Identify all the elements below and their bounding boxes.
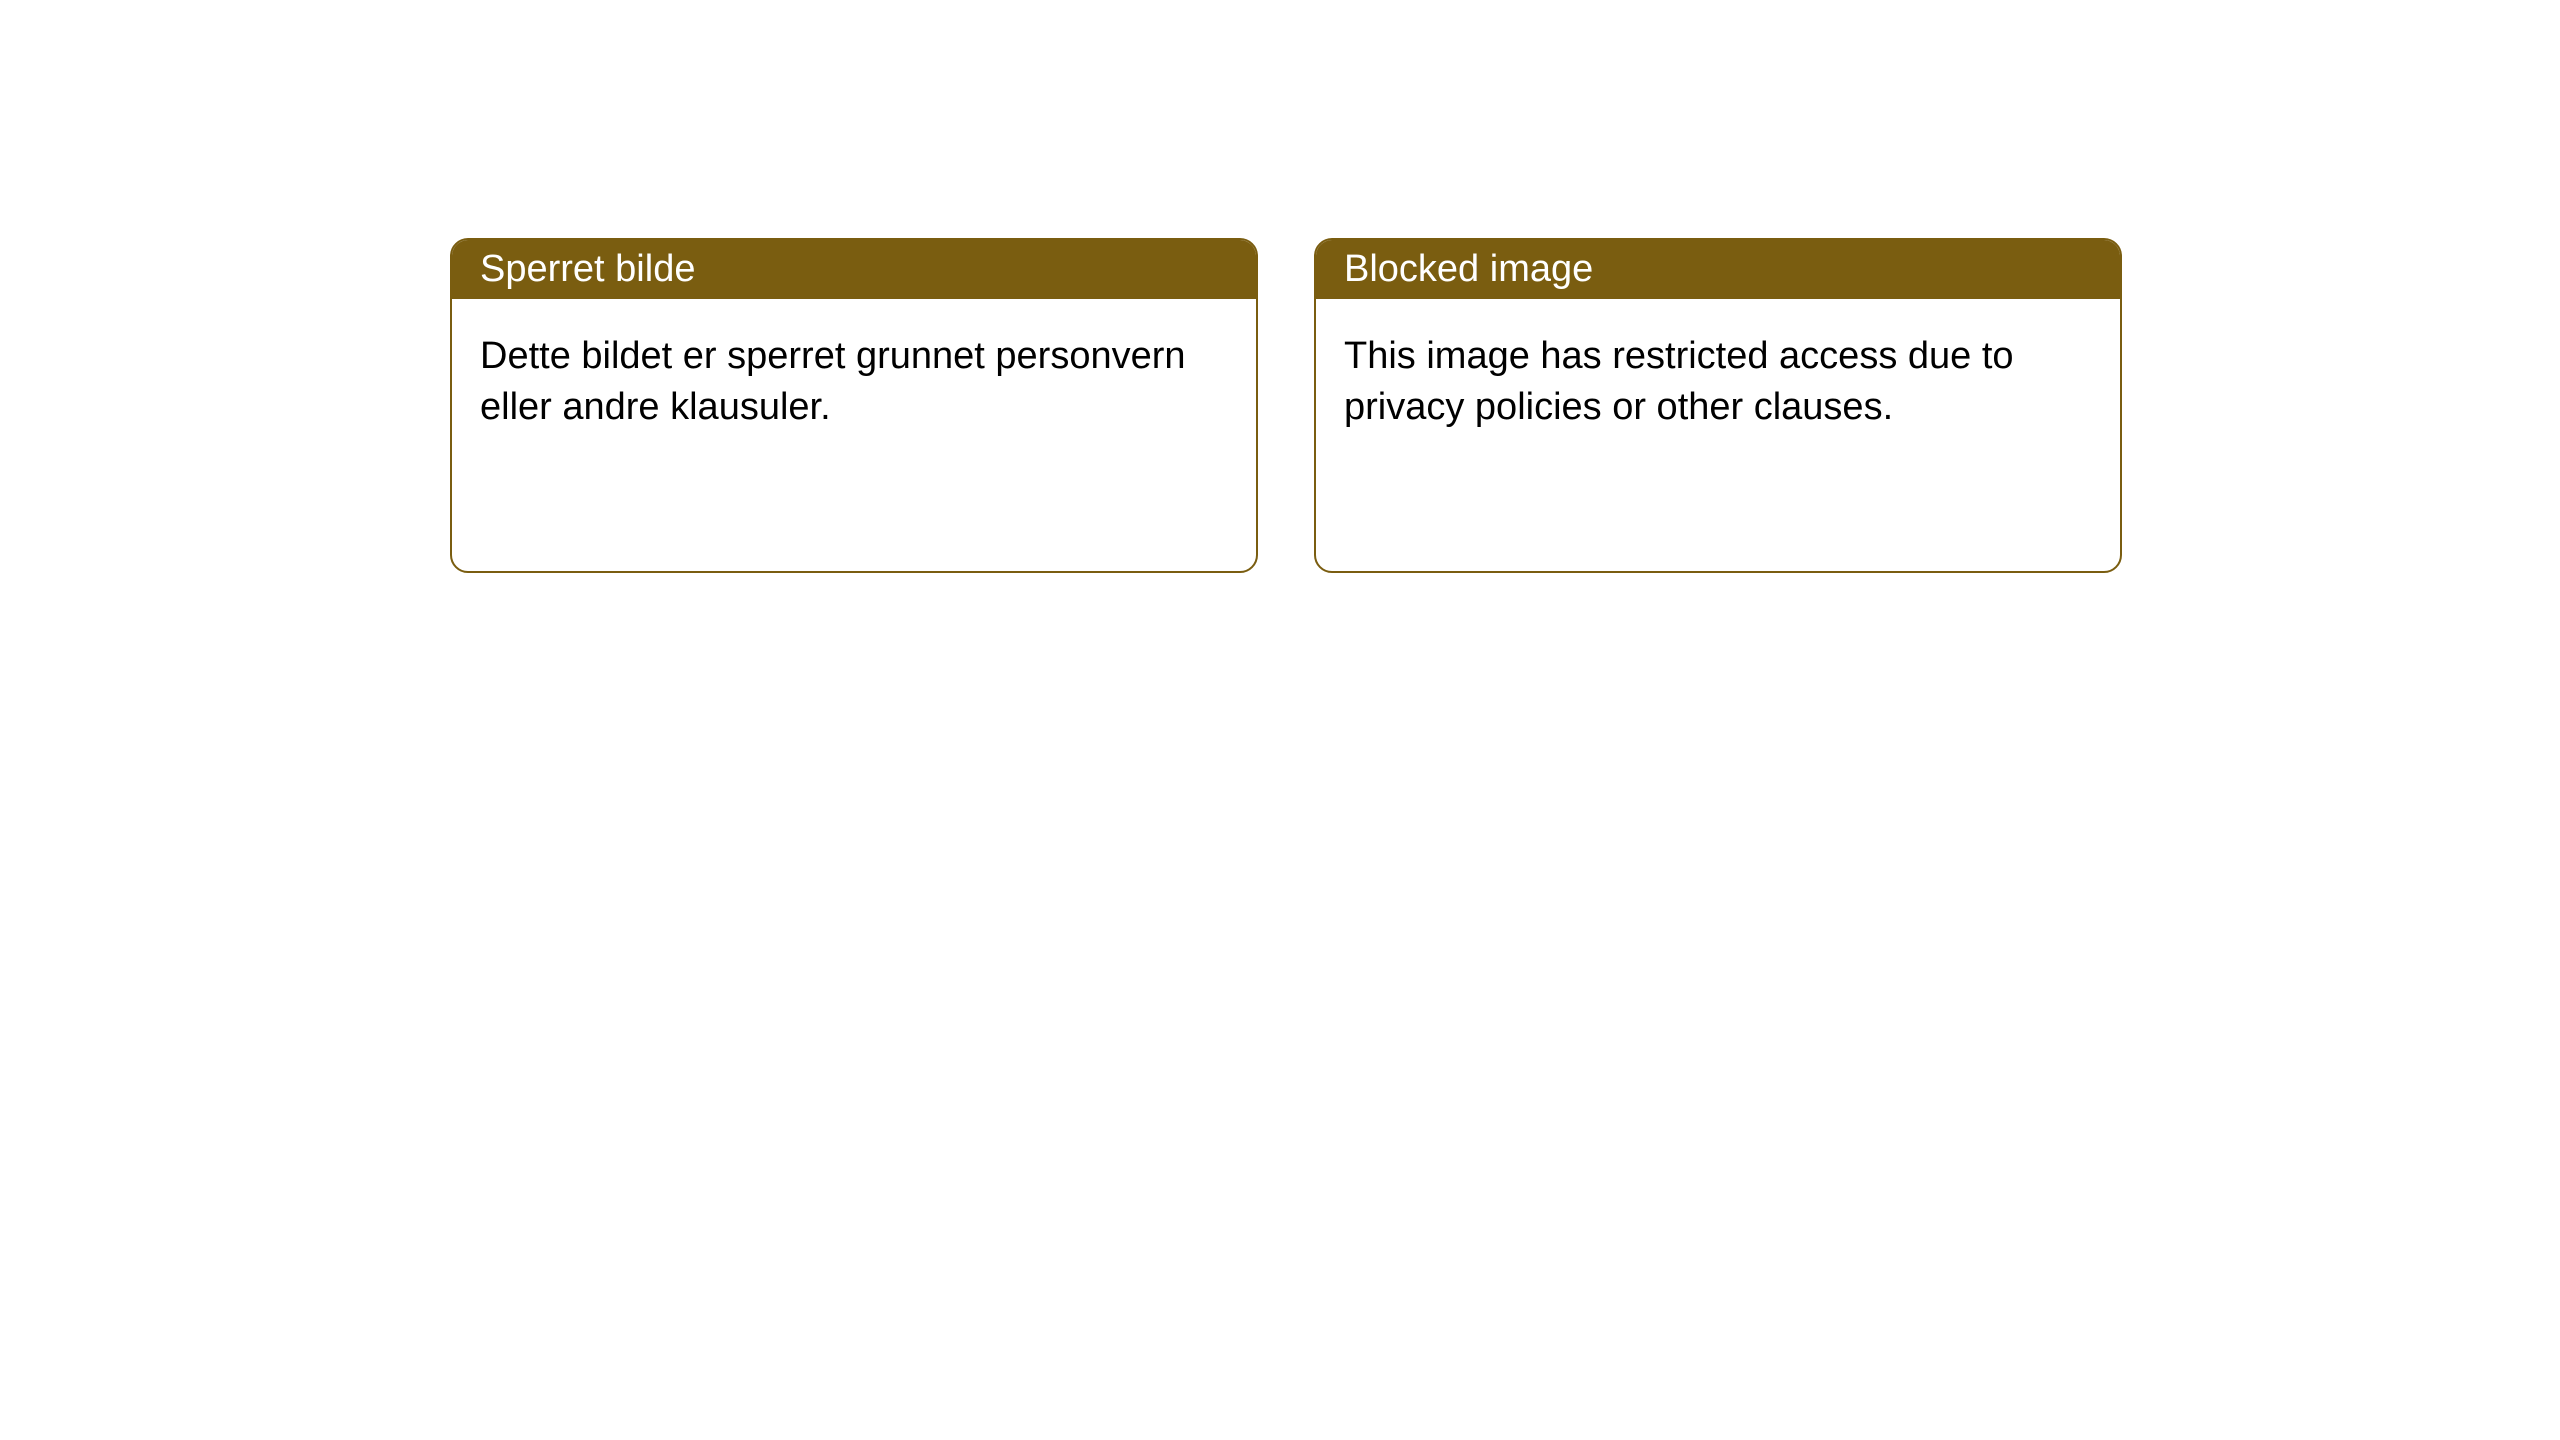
notice-body: This image has restricted access due to … — [1316, 299, 2120, 466]
notice-header: Sperret bilde — [452, 240, 1256, 299]
notice-title: Blocked image — [1344, 248, 1593, 290]
notice-body-text: Dette bildet er sperret grunnet personve… — [480, 335, 1186, 428]
notice-body-text: This image has restricted access due to … — [1344, 335, 2014, 428]
notice-container: Sperret bilde Dette bildet er sperret gr… — [0, 0, 2560, 573]
notice-header: Blocked image — [1316, 240, 2120, 299]
notice-box-norwegian: Sperret bilde Dette bildet er sperret gr… — [450, 238, 1258, 573]
notice-body: Dette bildet er sperret grunnet personve… — [452, 299, 1256, 466]
notice-box-english: Blocked image This image has restricted … — [1314, 238, 2122, 573]
notice-title: Sperret bilde — [480, 248, 695, 290]
